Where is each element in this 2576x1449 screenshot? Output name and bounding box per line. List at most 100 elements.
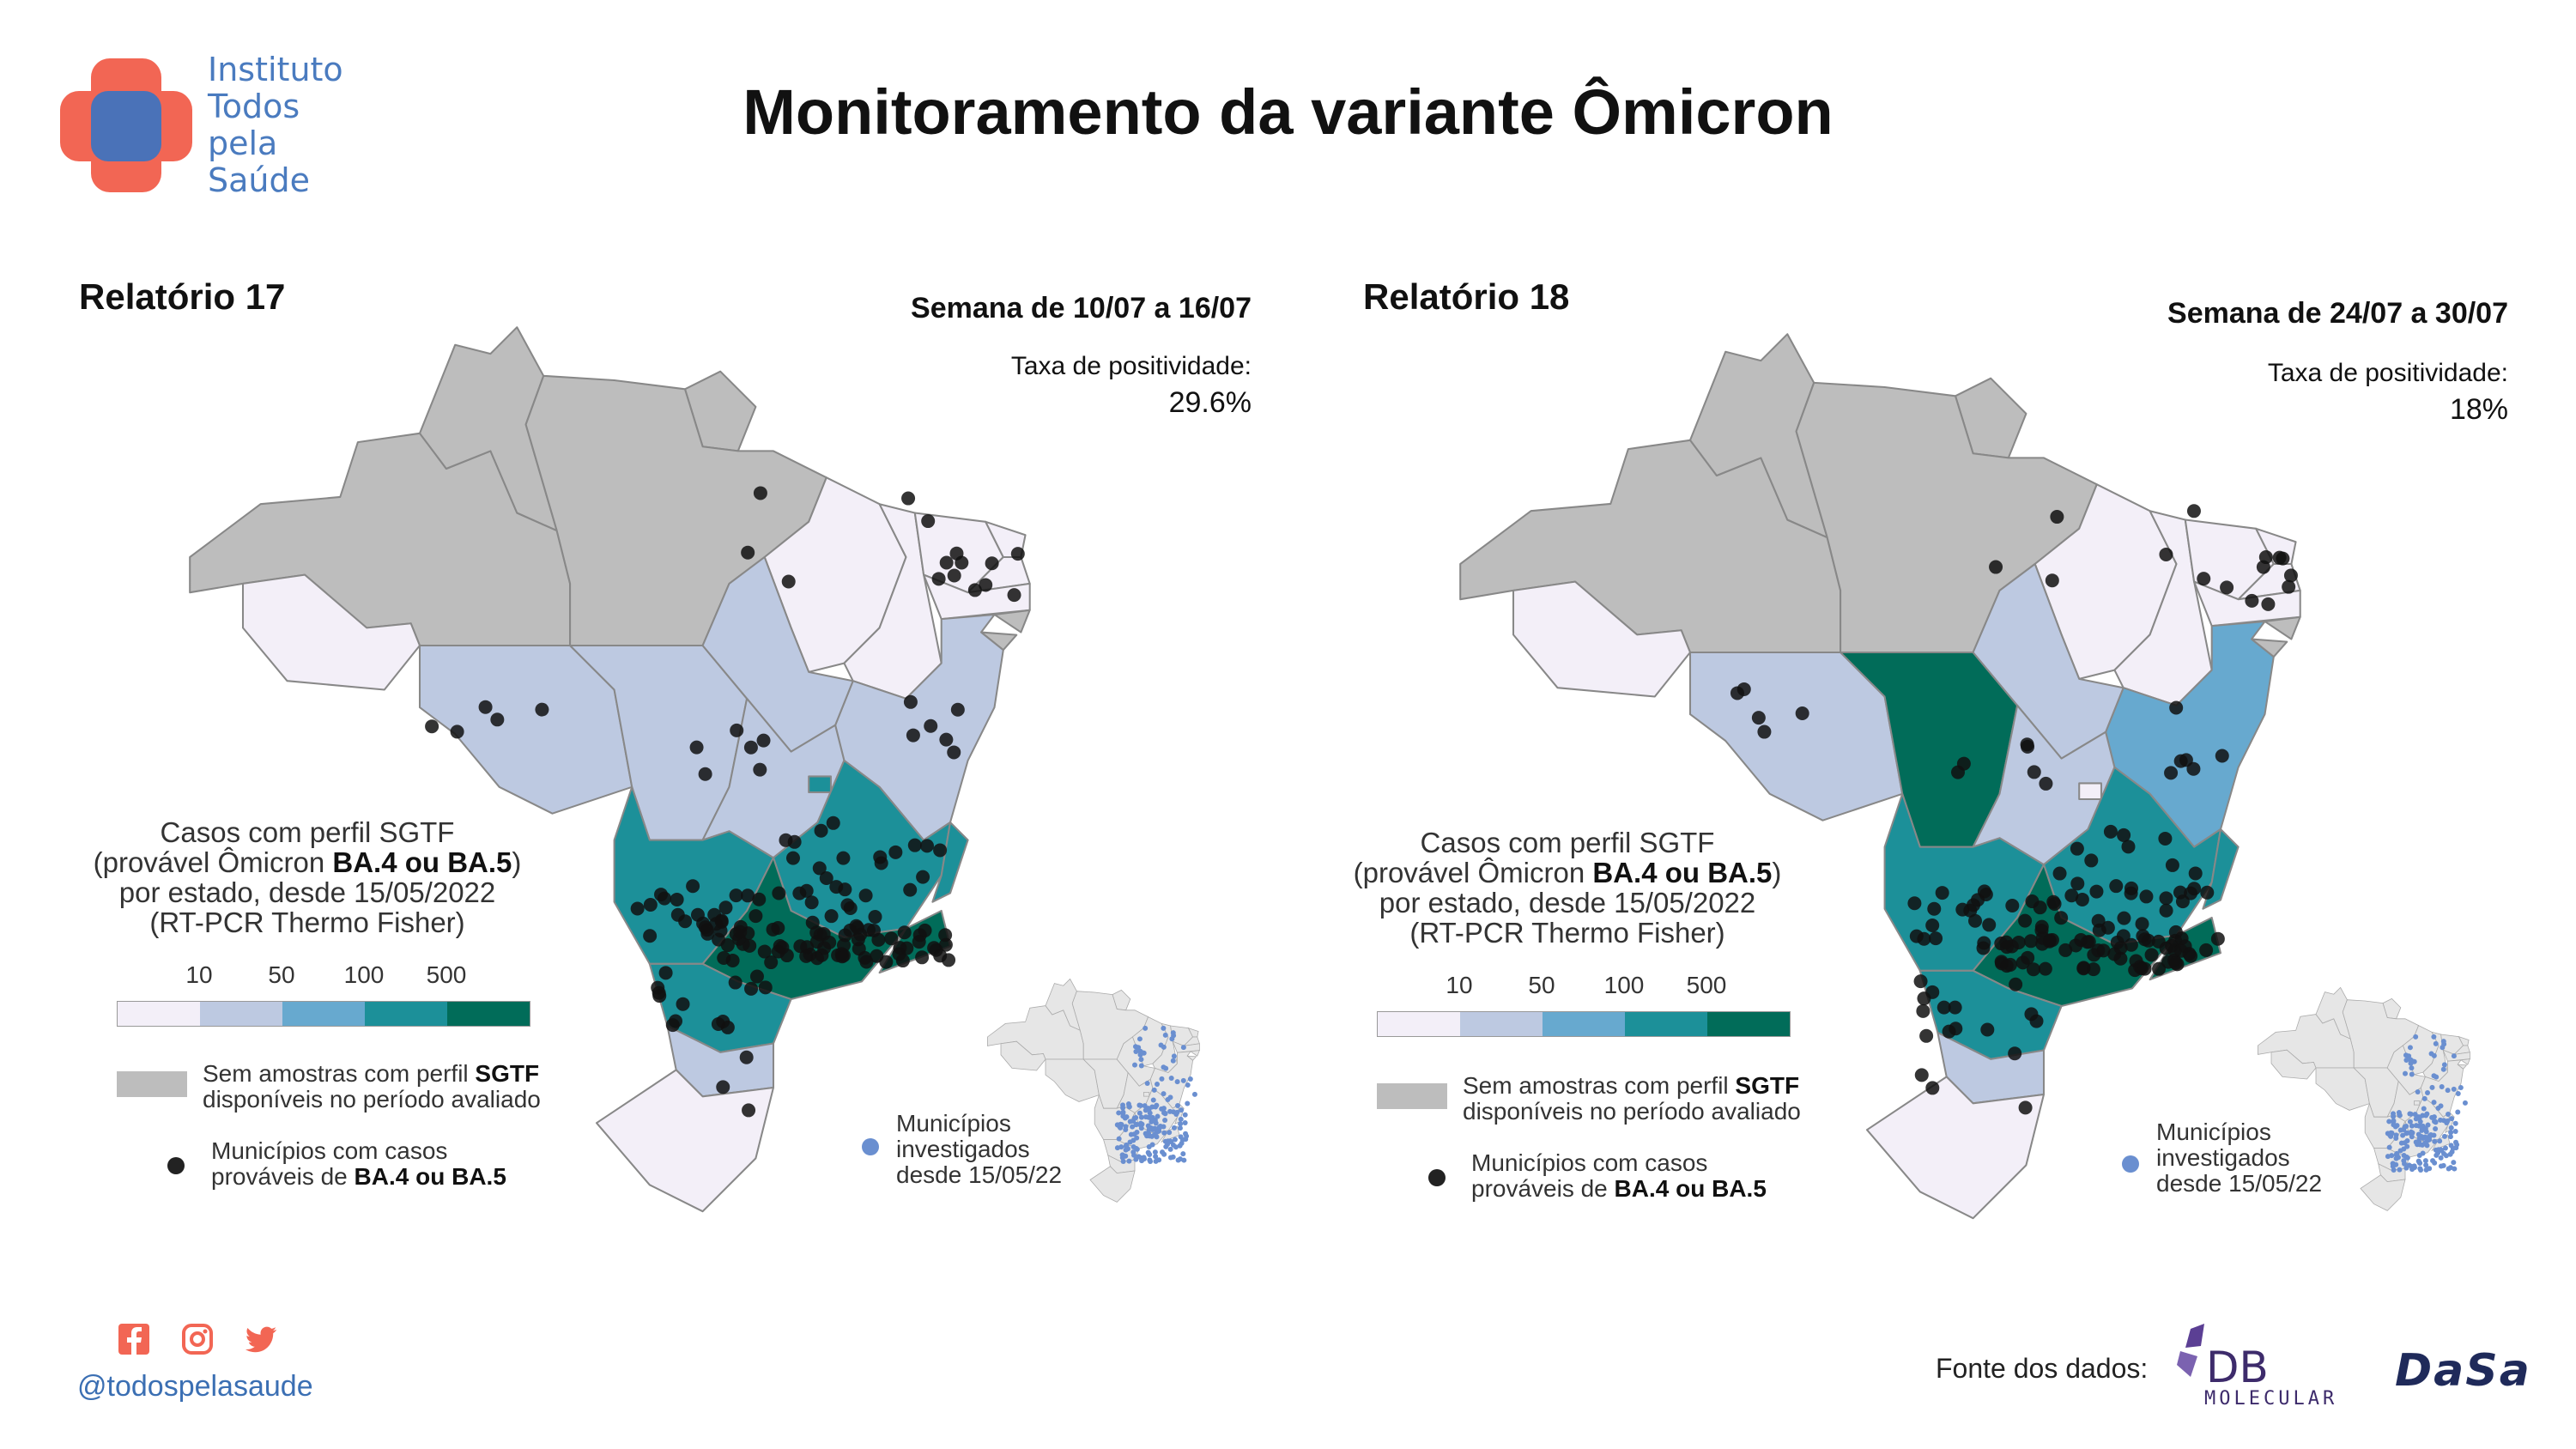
municipality-dot (2159, 547, 2173, 561)
investigated-dot (2431, 1073, 2437, 1079)
municipality-dot (1929, 931, 1943, 946)
municipality-dot (781, 574, 796, 589)
investigated-dot (1147, 1133, 1153, 1139)
municipality-dot (826, 815, 840, 830)
municipality-dot (775, 940, 790, 955)
municipality-dot (919, 839, 934, 853)
scale-swatch (282, 1002, 365, 1026)
municipality-dot (2034, 919, 2049, 934)
investigated-dot (1152, 1149, 1158, 1155)
investigated-dot (1152, 1131, 1158, 1137)
social-handle-link[interactable]: @todospelasaude (77, 1370, 313, 1403)
municipality-dot (838, 928, 852, 943)
investigated-dot (2420, 1150, 2426, 1156)
investigated-dot (1120, 1109, 1126, 1115)
investigated-dot (2446, 1111, 2452, 1117)
state-pe (923, 573, 1031, 621)
municipality-dot (1919, 1028, 1934, 1043)
municipality-dot (743, 740, 758, 755)
investigated-dot (1183, 1131, 1189, 1137)
investigated-dot (2422, 1125, 2428, 1131)
investigated-dot (2404, 1143, 2410, 1149)
inset-legend-text: Municípios investigados desde 15/05/22 (2156, 1119, 2323, 1197)
investigated-dot (2458, 1085, 2464, 1091)
municipality-dot (912, 935, 926, 949)
municipality-dot (1751, 711, 1766, 725)
investigated-dot (1137, 1120, 1143, 1126)
municipality-dot (918, 923, 932, 937)
legend-title-line: (RT-PCR Thermo Fisher) (149, 906, 465, 938)
investigated-dot (1156, 1128, 1162, 1134)
municipality-dot (749, 969, 764, 984)
municipality-dot (1907, 896, 1922, 911)
investigated-dot (2435, 1147, 2441, 1153)
investigated-dot (1150, 1097, 1156, 1103)
investigated-dot (1170, 1058, 1176, 1064)
municipality-dot (785, 851, 800, 865)
facebook-icon[interactable] (117, 1322, 151, 1356)
municipality-dot (859, 955, 874, 969)
municipality-dot (730, 723, 744, 737)
investigated-dot (1130, 1149, 1136, 1155)
municipality-dot (2092, 923, 2106, 937)
municipality-dot (772, 886, 786, 900)
investigated-dot (2415, 1114, 2421, 1120)
positivity-value-17: 29.6% (1168, 386, 1252, 419)
investigated-dot (1171, 1125, 1177, 1131)
municipality-dot (2004, 939, 2019, 954)
investigated-dot (1149, 1127, 1155, 1133)
twitter-icon[interactable] (244, 1322, 278, 1356)
municipality-dot (2164, 766, 2179, 780)
investigated-dot (1131, 1115, 1137, 1121)
investigated-dot-icon (862, 1138, 879, 1155)
municipality-dot (2282, 579, 2296, 594)
investigated-dot (1149, 1119, 1155, 1125)
no-data-swatch (1377, 1083, 1447, 1109)
investigated-dot (1149, 1142, 1155, 1148)
municipality-dot (800, 940, 815, 955)
municipality-dot (698, 767, 712, 781)
investigated-dot (1161, 1091, 1167, 1097)
municipality-dot (837, 938, 852, 953)
investigated-dot (1124, 1142, 1130, 1148)
inset-state-rs (2360, 1174, 2406, 1211)
investigated-dot (1138, 1114, 1144, 1120)
investigated-dot (1153, 1154, 1159, 1160)
municipality-dot (450, 724, 464, 739)
investigated-dot (1183, 1137, 1189, 1143)
municipality-dot (792, 886, 807, 900)
municipality-dot (720, 938, 735, 953)
municipality-dot (2158, 831, 2173, 846)
municipality-dot (933, 843, 948, 858)
municipality-dot (907, 838, 922, 852)
scale-tick: 500 (426, 961, 467, 988)
municipality-dot (2070, 841, 2084, 856)
municipality-dot (2046, 894, 2061, 909)
municipality-dot (903, 882, 918, 897)
investigated-dot (1118, 1144, 1124, 1150)
scale-swatch (118, 1002, 200, 1026)
investigated-dot (1182, 1119, 1188, 1125)
db-molecular-logo: DB MOLECULAR (2175, 1322, 2373, 1410)
investigated-dot (2455, 1109, 2461, 1115)
investigated-dot (1127, 1119, 1133, 1125)
investigated-dot (2453, 1139, 2459, 1145)
scale-swatch (1460, 1012, 1543, 1036)
instagram-icon[interactable] (180, 1322, 215, 1356)
state-df (2078, 782, 2102, 801)
municipality-dot (741, 545, 755, 560)
municipality-dot (1757, 724, 1772, 739)
legend-title-line: Casos com perfil SGTF (160, 816, 455, 848)
legend-title-line: Casos com perfil SGTF (1420, 827, 1715, 858)
investigated-dot (1174, 1079, 1180, 1085)
scale-tick: 500 (1686, 972, 1727, 998)
investigated-dot (1130, 1124, 1136, 1130)
municipality-dot (670, 892, 684, 906)
investigated-dot (2425, 1090, 2431, 1096)
municipality-dot (1955, 902, 1970, 917)
municipality-dot (2141, 933, 2155, 948)
municipality-dot (2184, 886, 2198, 900)
municipality-dot (938, 928, 953, 943)
dasa-logo: DaSa (2395, 1344, 2532, 1397)
